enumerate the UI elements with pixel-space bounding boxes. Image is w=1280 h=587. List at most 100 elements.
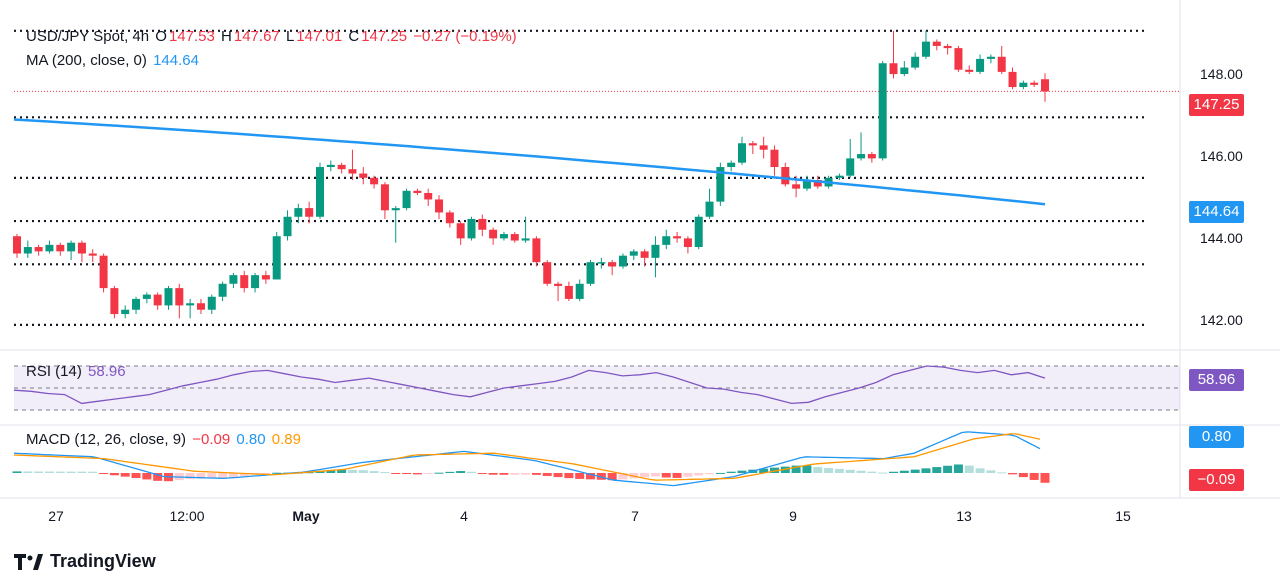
macd-histogram-bar <box>55 471 65 473</box>
macd-histogram-bar <box>272 472 282 474</box>
macd-histogram-bar <box>456 471 466 473</box>
macd-histogram-bar <box>358 470 368 473</box>
candle-body <box>673 236 682 239</box>
macd-histogram-bar <box>99 473 109 474</box>
macd-line <box>13 431 1041 487</box>
candle-body <box>359 173 368 178</box>
macd-histogram-bar <box>88 471 98 473</box>
candle-body <box>121 309 130 315</box>
macd-histogram-bar <box>120 473 130 477</box>
last-price-badge: 147.25 <box>1189 94 1244 116</box>
y-tick-label: 146.00 <box>1200 148 1243 164</box>
macd-histogram-bar <box>531 473 541 475</box>
macd-histogram-bar <box>910 469 920 473</box>
candle-body <box>532 238 541 263</box>
macd-histogram-bar <box>369 471 379 473</box>
candle-body <box>23 247 32 254</box>
candle-body <box>142 294 151 299</box>
candle-body <box>716 167 725 202</box>
open-value: 147.53 <box>168 28 215 45</box>
tradingview-logo-icon <box>14 553 43 570</box>
candle-body <box>629 251 638 256</box>
macd-histogram-bar <box>412 473 422 475</box>
high-label: H <box>221 28 232 45</box>
macd-histogram-bar <box>23 471 33 473</box>
macd-histogram-bar <box>759 468 769 473</box>
candle-body <box>391 208 400 211</box>
candle-body <box>272 236 281 280</box>
macd-histogram-bar <box>964 465 974 473</box>
macd-histogram-bar <box>845 469 855 473</box>
candle-body <box>1041 79 1049 92</box>
candle-body <box>153 294 162 306</box>
candle-body <box>413 190 422 193</box>
tradingview-logo[interactable]: TradingView <box>14 551 156 572</box>
candle-body <box>997 56 1006 72</box>
rsi-label: RSI (14) <box>26 363 82 380</box>
macd-histogram-bar <box>553 473 563 478</box>
macd-histogram-bar <box>466 471 476 473</box>
macd-histogram-bar <box>326 470 336 473</box>
symbol-title: USD/JPY Spot, 4h <box>26 28 150 45</box>
macd-histogram-bar <box>44 471 54 473</box>
candle-body <box>1019 82 1028 88</box>
candle-body <box>67 242 76 252</box>
candle-body <box>813 180 822 187</box>
candle-body <box>1030 82 1039 85</box>
x-tick-label: 4 <box>460 508 468 524</box>
macd-legend: MACD (12, 26, close, 9) −0.09 0.80 0.89 <box>26 431 303 448</box>
macd-histogram-bar <box>824 467 834 473</box>
open-label: O <box>155 28 167 45</box>
macd-histogram-bar <box>586 473 596 480</box>
macd-line-badge: 0.80 <box>1189 426 1244 448</box>
candle-body <box>965 69 974 72</box>
candle-body <box>196 303 205 310</box>
macd-histogram-bar <box>575 473 585 479</box>
macd-histogram-bar <box>672 473 682 478</box>
candle-body <box>110 288 119 315</box>
candle-body <box>283 216 292 237</box>
x-tick-label: 15 <box>1115 508 1131 524</box>
candle-body <box>251 275 260 289</box>
candle-body <box>521 238 530 241</box>
candle-body <box>45 244 54 252</box>
candle-body <box>326 164 335 168</box>
candle-body <box>976 58 985 72</box>
macd-histogram-bar <box>661 473 671 478</box>
candle-body <box>748 143 757 146</box>
macd-histogram-bar <box>694 473 704 476</box>
ma-value-badge: 144.64 <box>1189 201 1244 223</box>
macd-histogram-bar <box>315 471 325 473</box>
candle-body <box>175 288 184 306</box>
macd-histogram-bar <box>726 471 736 473</box>
ma200-line <box>13 118 1046 206</box>
candle-body <box>900 67 909 75</box>
candle-body <box>889 63 898 75</box>
candle-body <box>77 242 86 254</box>
candle-body <box>499 234 508 239</box>
change-value: −0.27 (−0.19%) <box>413 28 517 45</box>
macd-histogram-bar <box>791 465 801 473</box>
macd-histogram-bar <box>445 471 455 473</box>
candle-body <box>380 184 389 211</box>
macd-histogram-bar <box>499 473 509 475</box>
ma-legend: MA (200, close, 0) 144.64 <box>26 52 201 69</box>
candle-body <box>683 238 692 248</box>
candle-body <box>662 236 671 245</box>
macd-line-value: 0.80 <box>236 431 266 448</box>
macd-histogram-bar <box>142 473 152 480</box>
macd-histogram-bar <box>564 473 574 479</box>
y-tick-label: 144.00 <box>1200 230 1243 246</box>
macd-histogram-bar <box>813 467 823 473</box>
macd-hist-badge: −0.09 <box>1189 469 1244 491</box>
macd-histogram-bar <box>932 467 942 473</box>
candle-body <box>932 41 941 46</box>
x-tick-label: 13 <box>956 508 972 524</box>
low-label: L <box>285 28 295 45</box>
macd-histogram-bar <box>423 473 433 474</box>
candle-body <box>770 149 779 168</box>
candle-body <box>554 283 563 286</box>
rsi-value: 58.96 <box>88 363 126 380</box>
candle-body <box>727 162 736 168</box>
